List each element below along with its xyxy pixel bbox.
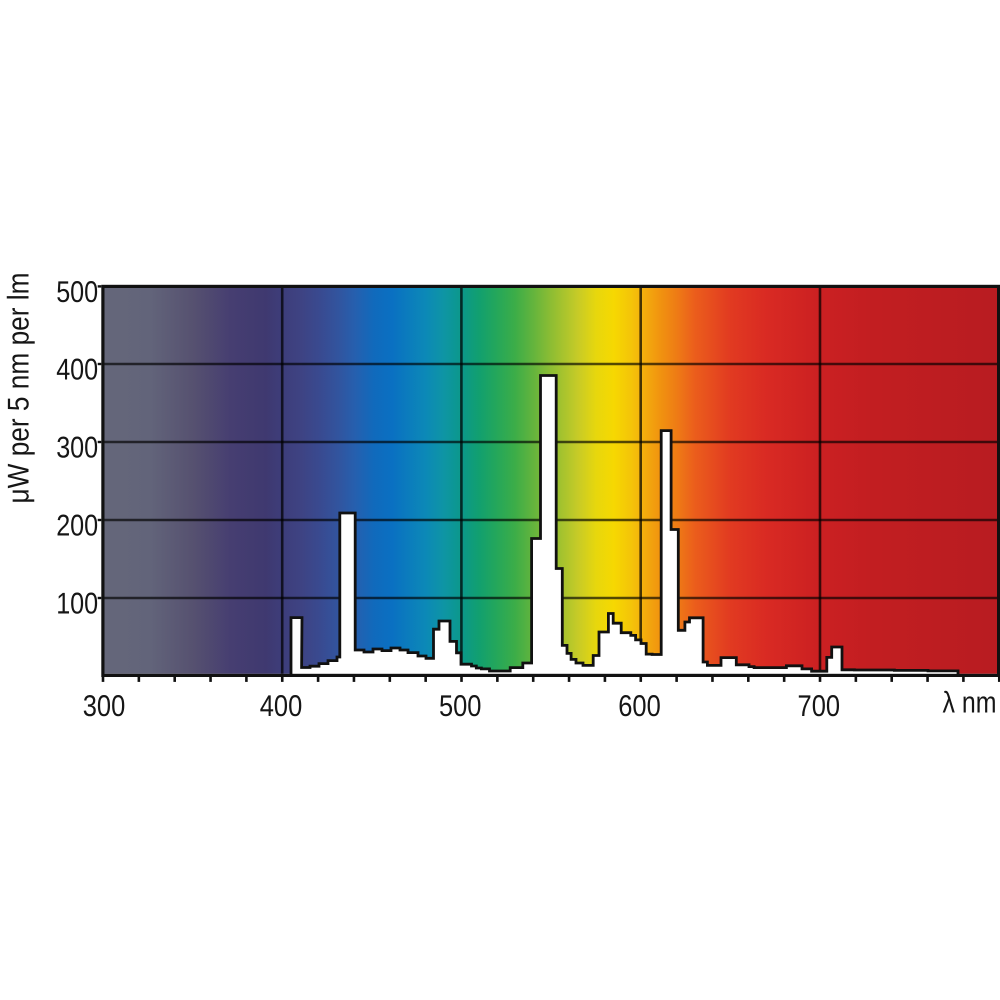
svg-text:400: 400 bbox=[56, 354, 98, 387]
svg-text:500: 500 bbox=[56, 276, 98, 309]
svg-text:500: 500 bbox=[439, 690, 482, 723]
svg-text:300: 300 bbox=[83, 690, 126, 723]
svg-text:200: 200 bbox=[56, 510, 98, 543]
svg-text:600: 600 bbox=[618, 690, 661, 723]
svg-text:400: 400 bbox=[260, 690, 303, 723]
svg-text:μW per 5 nm per lm: μW per 5 nm per lm bbox=[2, 273, 35, 504]
svg-text:300: 300 bbox=[56, 432, 98, 465]
svg-text:100: 100 bbox=[56, 588, 98, 621]
svg-text:700: 700 bbox=[798, 690, 841, 723]
svg-text:λ nm: λ nm bbox=[943, 687, 997, 720]
